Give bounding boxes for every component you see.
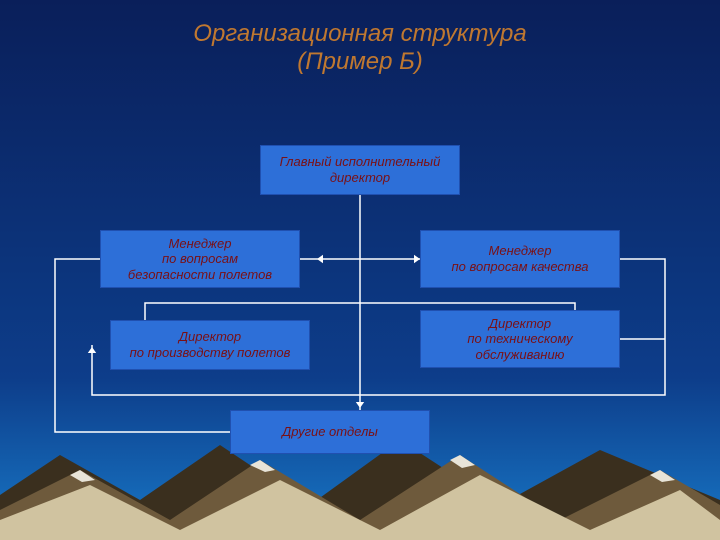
node-tech: Директорпо техническомуобслуживанию xyxy=(420,310,620,368)
node-ops: Директорпо производству полетов xyxy=(110,320,310,370)
node-other: Другие отделы xyxy=(230,410,430,454)
org-chart-diagram: Организационная структура (Пример Б) Гла… xyxy=(0,0,720,540)
node-safety-label: Менеджерпо вопросамбезопасности полетов xyxy=(128,236,272,283)
title-line1: Организационная структура xyxy=(0,20,720,48)
title-line2: (Пример Б) xyxy=(0,48,720,76)
node-ceo: Главный исполнительныйдиректор xyxy=(260,145,460,195)
node-ceo-label: Главный исполнительныйдиректор xyxy=(280,154,441,185)
node-quality-label: Менеджерпо вопросам качества xyxy=(452,243,589,274)
node-tech-label: Директорпо техническомуобслуживанию xyxy=(467,316,572,363)
diagram-title: Организационная структура (Пример Б) xyxy=(0,20,720,76)
node-quality: Менеджерпо вопросам качества xyxy=(420,230,620,288)
node-ops-label: Директорпо производству полетов xyxy=(130,329,291,360)
node-other-label: Другие отделы xyxy=(282,424,378,440)
node-safety: Менеджерпо вопросамбезопасности полетов xyxy=(100,230,300,288)
